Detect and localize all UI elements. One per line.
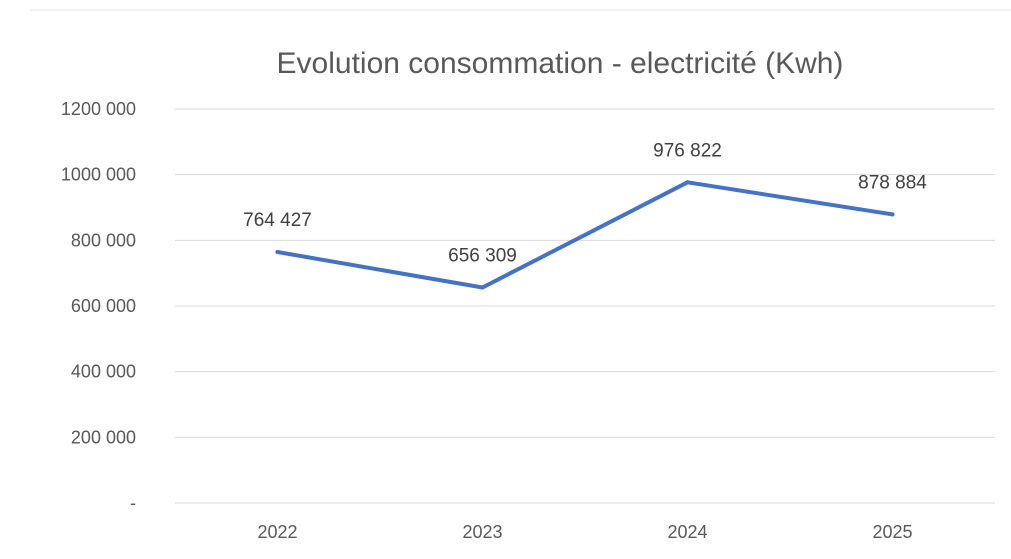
data-label: 976 822 <box>653 140 722 161</box>
data-point <box>480 285 485 290</box>
data-label: 878 884 <box>858 172 927 193</box>
data-point <box>275 250 280 255</box>
data-labels: 764 427 656 309 976 822 878 884 <box>243 140 927 266</box>
chart-title: Evolution consommation - electricité (Kw… <box>277 47 844 80</box>
y-tick-label: 800 000 <box>71 230 136 250</box>
data-label: 656 309 <box>448 246 517 267</box>
x-tick-label: 2023 <box>462 522 502 542</box>
series-group <box>275 180 895 290</box>
series-line <box>275 180 895 290</box>
y-tick-label: 400 000 <box>71 362 136 382</box>
x-axis-tick-labels: 2022 2023 2024 2025 <box>257 522 912 542</box>
data-label: 764 427 <box>243 210 312 231</box>
x-tick-label: 2022 <box>257 522 297 542</box>
data-point <box>685 180 690 185</box>
gridlines <box>175 108 995 504</box>
y-tick-label: - <box>130 493 136 513</box>
x-tick-label: 2024 <box>667 522 707 542</box>
data-point <box>890 212 895 217</box>
y-axis-tick-labels: - 200 000 400 000 600 000 800 000 1000 000 120… <box>61 99 136 513</box>
y-tick-label: 200 000 <box>71 427 136 447</box>
y-tick-label: 600 000 <box>71 296 136 316</box>
x-tick-label: 2025 <box>872 522 912 542</box>
y-tick-label: 1000 000 <box>61 165 136 185</box>
y-tick-label: 1200 000 <box>61 99 136 119</box>
